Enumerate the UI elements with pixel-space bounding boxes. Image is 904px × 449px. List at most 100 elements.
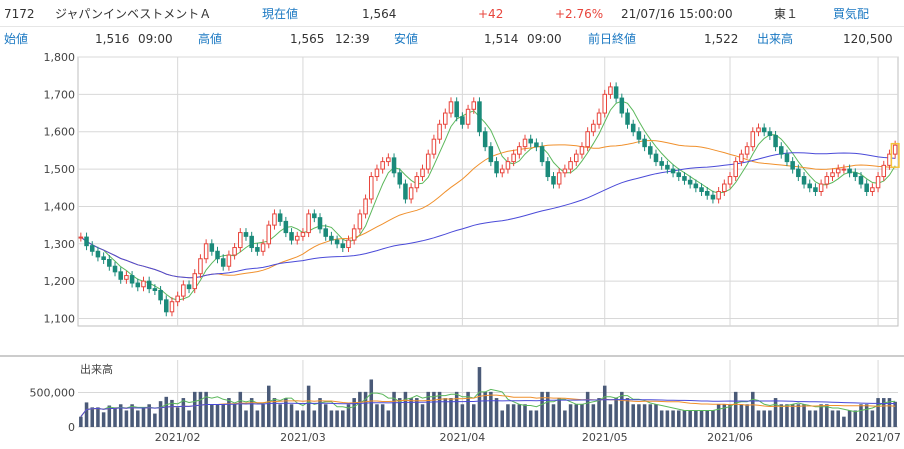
volume-bar xyxy=(170,399,174,427)
candle-down xyxy=(625,112,630,125)
candle-up xyxy=(733,161,738,178)
volume-bar xyxy=(870,410,875,427)
volume-bar xyxy=(409,398,413,427)
y-tick-label: 1,100 xyxy=(44,313,76,326)
candle-down xyxy=(482,131,488,148)
candle-up xyxy=(443,112,448,125)
candle-up xyxy=(374,168,380,178)
volume-bar xyxy=(210,404,214,427)
volume-bar xyxy=(96,407,100,427)
volume-bar xyxy=(625,398,630,427)
market-name: 東１ xyxy=(774,7,799,21)
volume-bar xyxy=(654,404,658,427)
volume-bar xyxy=(392,391,396,427)
candle-up xyxy=(744,146,750,155)
candle-up xyxy=(363,198,368,215)
candle-down xyxy=(249,235,254,249)
candle-down xyxy=(642,138,647,148)
candle-down xyxy=(807,183,813,189)
candle-down xyxy=(710,194,716,200)
candle-up xyxy=(870,187,875,192)
volume-bar xyxy=(819,404,823,427)
volume-bar xyxy=(842,416,846,427)
y-tick-label: 1,800 xyxy=(44,51,76,64)
candle-up xyxy=(596,112,602,125)
candle-down xyxy=(112,265,118,273)
candle-up xyxy=(562,168,568,174)
candle-down xyxy=(636,131,642,140)
candle-up xyxy=(881,164,887,178)
candle-down xyxy=(163,299,169,313)
volume-bar xyxy=(466,391,470,427)
volume-bar xyxy=(881,398,886,427)
stock-code: 7172 xyxy=(4,7,35,21)
candle-up xyxy=(386,157,391,163)
candle-up xyxy=(232,247,237,256)
prev-close-value: 1,522 xyxy=(704,32,739,46)
candle-down xyxy=(494,161,499,174)
volume-bar xyxy=(335,410,339,427)
candle-down xyxy=(676,172,682,178)
volume-bar xyxy=(711,410,715,427)
candle-down xyxy=(801,176,807,185)
candle-up xyxy=(892,144,898,155)
y-tick-label: 1,600 xyxy=(44,126,76,139)
candle-down xyxy=(329,235,334,241)
volume-bar xyxy=(591,404,596,427)
ma-mid-line xyxy=(80,139,896,279)
volume-bar xyxy=(802,404,806,427)
candle-down xyxy=(460,116,465,125)
price-plot-frame xyxy=(77,56,899,327)
volume-bar xyxy=(352,398,356,427)
volume-bar xyxy=(825,404,829,427)
candle-down xyxy=(704,191,710,196)
candle-up xyxy=(465,108,471,125)
candle-up xyxy=(260,243,266,252)
volume-bar xyxy=(773,398,778,427)
candle-up xyxy=(602,93,608,114)
y-tick-label: 1,400 xyxy=(44,200,76,213)
volume-bar xyxy=(130,404,134,427)
candle-down xyxy=(84,236,89,247)
candle-down xyxy=(613,86,619,99)
volume-bar xyxy=(705,410,710,427)
volume-bar xyxy=(312,410,317,427)
candle-down xyxy=(858,176,864,185)
volume-bar xyxy=(785,404,789,427)
volume-bar xyxy=(534,410,539,427)
candle-up xyxy=(522,138,528,148)
volume-bar xyxy=(363,391,368,427)
candle-down xyxy=(209,243,215,252)
volume-bar xyxy=(745,404,749,427)
candle-down xyxy=(186,284,192,290)
candle-down xyxy=(403,183,408,200)
candle-up xyxy=(437,123,442,140)
volume-bar xyxy=(751,391,755,427)
volume-bar xyxy=(688,410,692,427)
volume-bar xyxy=(887,398,892,427)
candle-down xyxy=(767,131,773,136)
volume-bar xyxy=(249,398,254,427)
volume-bar xyxy=(694,410,698,427)
candle-down xyxy=(317,217,323,230)
current-price-label: 現在値 xyxy=(262,7,299,21)
volume-bar xyxy=(460,404,465,427)
volume-bar xyxy=(506,404,510,427)
candle-up xyxy=(425,153,431,170)
candle-down xyxy=(619,97,625,114)
volume-bar xyxy=(893,401,897,427)
volume-bar xyxy=(620,391,624,427)
high-value: 1,565 xyxy=(290,32,325,46)
bid-ask-link[interactable]: 買気配 xyxy=(833,7,870,21)
volume-bar xyxy=(528,410,533,427)
volume-bar xyxy=(671,410,675,427)
candle-down xyxy=(95,250,101,258)
candle-up xyxy=(835,168,841,174)
volume-bar xyxy=(255,410,260,427)
volume-bar xyxy=(859,404,863,427)
open-value: 1,516 xyxy=(95,32,130,46)
candle-up xyxy=(380,161,385,170)
volume-bar xyxy=(84,402,89,427)
volume-bar xyxy=(449,398,453,427)
current-price-value: 1,564 xyxy=(362,7,397,21)
